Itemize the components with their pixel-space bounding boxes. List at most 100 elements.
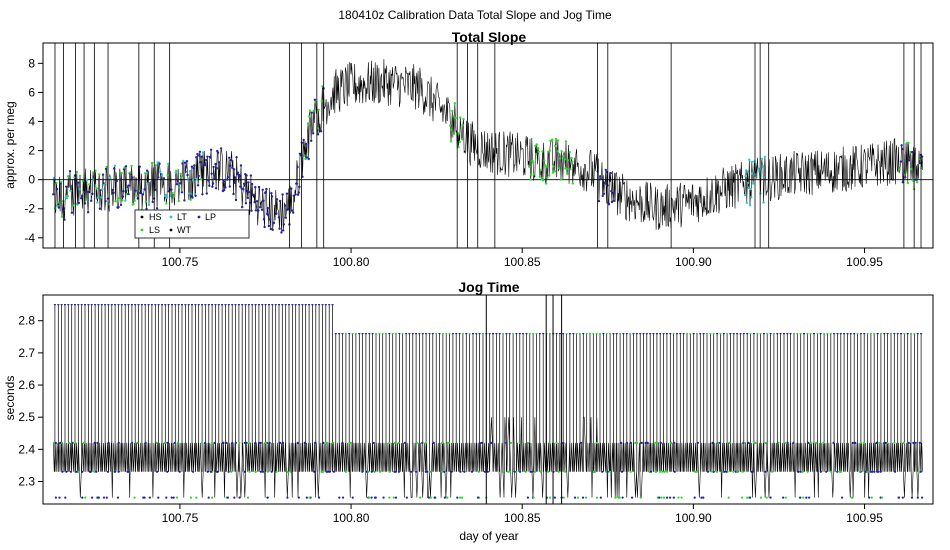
total-slope-data-point: [292, 211, 295, 214]
total-slope-data-point: [165, 196, 169, 199]
jog-time-data-point: [245, 441, 248, 444]
total-slope-data-point: [269, 218, 272, 221]
total-slope-data-point: [205, 192, 208, 195]
jog-time-data-point: [325, 470, 328, 473]
jog-time-data-point: [348, 441, 351, 444]
jog-time-data-point: [526, 441, 530, 444]
total-slope-data-point: [175, 183, 179, 186]
jog-time-data-point: [873, 470, 876, 473]
total-slope-data-point: [119, 178, 122, 181]
total-slope-data-point: [744, 174, 747, 178]
total-slope-data-point: [263, 225, 266, 229]
total-slope-data-point: [535, 143, 538, 146]
total-slope-data-point: [545, 165, 548, 168]
total-slope-data-point: [302, 138, 305, 142]
total-slope-data-point: [75, 170, 79, 174]
jog-time-data-point: [509, 441, 513, 444]
jog-time-data-point: [332, 470, 336, 473]
jog-time-data-point: [862, 441, 866, 444]
jog-time-data-point: [546, 470, 550, 473]
total-slope-data-point: [99, 189, 102, 192]
total-slope-data-point: [311, 132, 315, 135]
jog-time-data-point: [654, 441, 657, 444]
total-slope-data-point: [571, 160, 574, 164]
jog-time-data-point: [719, 441, 722, 444]
jog-time-data-point: [581, 496, 585, 499]
jog-time-y-axis: 2.3 2.4 2.5 2.6 2.7 2.8: [18, 314, 43, 488]
jog-time-data-point: [248, 470, 251, 473]
total-slope-data-point: [165, 202, 168, 205]
jog-time-data-point: [388, 470, 391, 473]
total-slope-data-point: [306, 122, 310, 125]
jog-time-data-point: [631, 496, 634, 499]
jog-time-data-point: [106, 470, 110, 473]
jog-time-data-point: [446, 496, 449, 499]
jog-time-data-point: [68, 441, 71, 444]
total-slope-data-point: [195, 177, 198, 181]
jog-time-data-point: [712, 470, 715, 473]
jog-time-data-point: [912, 441, 915, 444]
total-slope-data-point: [746, 181, 750, 185]
total-slope-data-point: [76, 203, 79, 206]
jog-time-data-point: [373, 470, 376, 473]
total-slope-data-point: [145, 207, 148, 211]
total-slope-data-point: [247, 191, 251, 194]
total-slope-data-point: [251, 193, 254, 196]
jog-time-data-point: [695, 470, 699, 473]
jog-time-data-point: [515, 470, 518, 473]
jog-time-data-point: [749, 496, 752, 499]
jog-time-data-point: [530, 470, 534, 473]
jog-time-data-point: [243, 470, 246, 473]
total-slope-data-point: [158, 162, 161, 165]
jog-time-data-point: [618, 496, 621, 499]
jog-time-data-point: [432, 441, 435, 444]
jog-time-data-point: [700, 496, 703, 499]
jog-time-data-point: [211, 441, 214, 444]
total-slope-data-point: [95, 187, 99, 190]
total-slope-data-point: [319, 130, 323, 133]
total-slope-data-point: [529, 178, 532, 181]
total-slope-data-point: [176, 179, 179, 182]
total-slope-data-point: [531, 159, 534, 162]
jog-time-data-point: [476, 496, 480, 499]
total-slope-data-point: [180, 191, 184, 194]
figure-title: 180410z Calibration Data Total Slope and…: [338, 8, 612, 22]
jog-time-data-point: [170, 496, 173, 499]
jog-time-data-point: [393, 441, 396, 444]
total-slope-y-tick-label: 6: [28, 85, 35, 99]
total-slope-data-point: [548, 149, 551, 152]
total-slope-data-point: [113, 167, 116, 170]
total-slope-data-point: [233, 181, 236, 184]
jog-time-data-point: [326, 441, 329, 444]
total-slope-title: Total Slope: [452, 29, 527, 45]
total-slope-data-point: [308, 115, 311, 118]
total-slope-data-point: [254, 186, 257, 189]
jog-time-data-point: [64, 496, 67, 499]
total-slope-data-point: [543, 163, 547, 167]
total-slope-data-point: [607, 203, 611, 206]
jog-time-data-point: [801, 470, 804, 473]
total-slope-data-point: [257, 185, 261, 189]
jog-time-data-point: [459, 470, 462, 473]
total-slope-data-point: [155, 207, 159, 210]
total-slope-x-tick-label: 100.95: [846, 255, 883, 269]
total-slope-data-point: [459, 116, 462, 119]
total-slope-data-point: [564, 140, 568, 143]
jog-time-data-point: [765, 496, 768, 499]
total-slope-data-point: [554, 144, 557, 148]
total-slope-data-point: [129, 171, 132, 174]
jog-time-data-point: [868, 496, 871, 499]
legend-label-ls: LS: [149, 225, 160, 235]
total-slope-data-point: [208, 184, 211, 187]
total-slope-data-point: [73, 176, 76, 179]
legend-label-hs: HS: [149, 212, 162, 222]
jog-time-data-point: [595, 496, 599, 499]
total-slope-data-point: [192, 167, 195, 170]
jog-time-data-point: [254, 441, 257, 444]
jog-time-data-point: [741, 470, 744, 473]
total-slope-data-point: [920, 155, 924, 158]
jog-time-plot-frame: [42, 294, 934, 505]
jog-time-data-point: [672, 496, 675, 499]
jog-time-data-point: [268, 441, 271, 444]
jog-time-data-point: [91, 496, 94, 499]
